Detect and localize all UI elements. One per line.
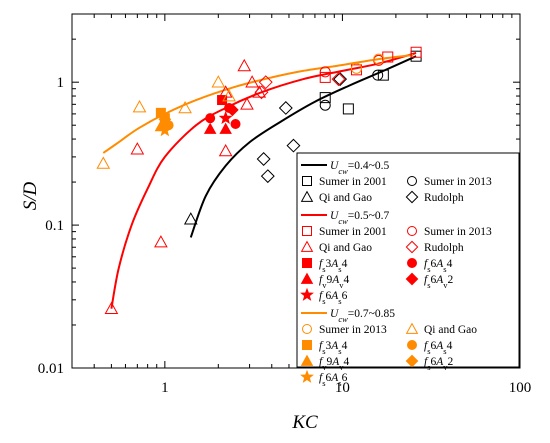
data-point-triangle-open	[104, 301, 119, 314]
data-point-circle-filled	[230, 118, 241, 129]
data-point-triangle-open	[183, 212, 198, 225]
legend-series-label: Sumer in 2013	[319, 324, 387, 336]
legend-series-label: Qi and Gao	[424, 324, 477, 336]
data-point-circle-open	[372, 69, 384, 81]
legend-series-label: Rudolph	[424, 192, 464, 204]
y-tick-label: 0.1	[45, 218, 64, 234]
legend-series-label: fs6Av2	[424, 274, 454, 290]
data-point-star-filled	[218, 110, 233, 125]
data-point-triangle-open	[132, 100, 147, 113]
y-axis-title: S/D	[20, 181, 41, 210]
x-tick-label: 10	[335, 380, 350, 396]
data-point-circle-open	[319, 66, 331, 78]
legend-marker-circle-open	[302, 324, 312, 334]
legend-series-label: fs3As4	[319, 340, 348, 356]
data-point-diamond-open	[286, 138, 301, 153]
data-point-diamond-open	[331, 72, 346, 87]
legend-group-title: Ucw=0.7~0.85	[330, 308, 395, 324]
data-point-diamond-filled	[226, 103, 239, 117]
legend-marker-circle-open	[407, 176, 417, 186]
legend-series-label: Sumer in 2001	[319, 176, 387, 188]
legend-series-label: fv9Av4	[319, 356, 349, 372]
x-axis-title: KC	[291, 412, 318, 433]
data-point-triangle-filled	[219, 122, 232, 134]
legend-marker-square-open	[302, 176, 312, 186]
axis-ticks: 1 10 100 0.01 0.1 1	[38, 13, 532, 396]
legend-group-title: Ucw=0.4~0.5	[330, 160, 389, 176]
data-point-diamond-open	[278, 101, 293, 115]
legend-marker-diamond-filled	[405, 354, 419, 368]
legend-marker-square-filled	[302, 340, 312, 350]
data-point-triangle-open	[211, 75, 226, 88]
legend-series-label: fs6As4	[424, 340, 453, 356]
data-point-triangle-open	[178, 100, 192, 114]
data-point-diamond-open	[333, 72, 348, 87]
data-point-triangle-open	[130, 142, 145, 155]
data-point-triangle-open	[240, 97, 254, 110]
plot-area-border	[71, 13, 521, 369]
data-point-triangle-open	[222, 89, 236, 102]
data-point-diamond-open	[260, 169, 275, 184]
data-point-triangle-open	[237, 58, 252, 72]
legend-marker-star-filled	[300, 369, 314, 383]
data-point-diamond-open	[256, 152, 271, 166]
data-point-square-open	[410, 50, 422, 62]
legend-series-label: Rudolph	[424, 242, 464, 254]
data-point-circle-open	[373, 53, 385, 65]
data-point-diamond-open	[254, 85, 269, 100]
data-point-diamond-open	[258, 75, 273, 90]
legend-series-label: fs6As6	[319, 372, 348, 388]
legend-marker-circle-filled	[407, 258, 417, 268]
data-point-triangle-open	[96, 156, 111, 169]
legend-series-label: Qi and Gao	[319, 242, 372, 254]
legend-series-label: fv9Av4	[319, 274, 349, 290]
legend-marker-square-open	[302, 226, 312, 236]
x-tick-label: 1	[161, 380, 169, 396]
legend-series-label: fs6As6	[319, 290, 348, 306]
legend-series-label: fs6Av2	[424, 356, 454, 372]
legend-marker-star-filled	[300, 287, 314, 301]
data-point-square-filled	[217, 95, 228, 106]
data-point-triangle-filled	[203, 122, 217, 134]
legend-marker-triangle-filled	[300, 272, 314, 284]
legend-series-label: Sumer in 2001	[319, 226, 387, 238]
legend-marker-circle-open	[407, 226, 417, 236]
data-point-square-open	[410, 46, 422, 58]
y-tick-label: 1	[57, 75, 65, 91]
data-points	[96, 46, 422, 314]
legend-series-label: Sumer in 2013	[424, 226, 492, 238]
fit-curve-1	[189, 55, 417, 238]
legend-marker-circle-filled	[407, 340, 417, 350]
data-point-square-open	[342, 103, 354, 115]
data-point-circle-open	[350, 62, 362, 74]
legend-series-label: fs3As4	[319, 258, 348, 274]
y-tick-label: 0.01	[38, 361, 64, 377]
data-point-triangle-open	[218, 143, 233, 157]
legend-marker-diamond-open	[405, 190, 419, 204]
legend-series-label: Qi and Gao	[319, 192, 372, 204]
legend-marker-triangle-open	[300, 240, 314, 252]
data-point-square-open	[377, 69, 389, 81]
legend-marker-triangle-open	[300, 190, 314, 202]
legend-marker-diamond-open	[405, 240, 419, 254]
data-point-square-open	[319, 92, 331, 104]
x-tick-label: 100	[509, 380, 532, 396]
fit-curve-3	[102, 53, 414, 154]
data-point-triangle-open	[154, 235, 168, 248]
data-point-circle-filled	[205, 113, 216, 124]
legend-marker-diamond-filled	[405, 272, 419, 286]
legend-marker-square-filled	[302, 258, 312, 268]
data-point-triangle-open	[245, 75, 259, 88]
data-point-star-filled	[157, 123, 172, 137]
data-point-square-open	[319, 71, 331, 83]
data-point-circle-open	[319, 99, 331, 111]
legend-marker-triangle-open	[405, 322, 419, 334]
legend-series-label: fs6As4	[424, 258, 453, 274]
plot-frame	[71, 13, 521, 369]
legend-series-label: Sumer in 2013	[424, 176, 492, 188]
legend-group-title: Ucw=0.5~0.7	[330, 210, 389, 226]
legend-marker-triangle-filled	[300, 354, 314, 366]
